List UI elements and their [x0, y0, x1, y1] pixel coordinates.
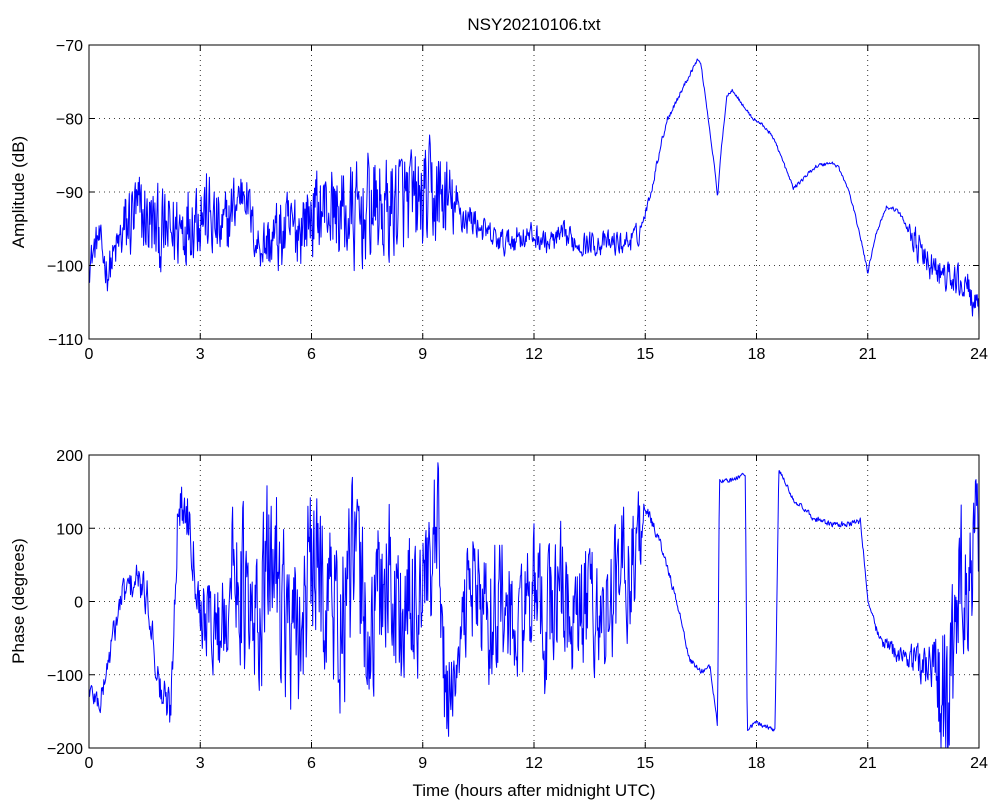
- phase-y-tick-label: −100: [47, 668, 83, 685]
- amplitude-x-tick-label: 12: [525, 346, 543, 363]
- amplitude-x-tick-label: 6: [307, 346, 316, 363]
- amplitude-x-tick-label: 18: [748, 346, 766, 363]
- phase-x-tick-label: 21: [859, 755, 877, 772]
- phase-y-tick-label: 200: [56, 448, 83, 465]
- phase-x-tick-label: 0: [85, 755, 94, 772]
- time-x-axis-label: Time (hours after midnight UTC): [412, 781, 655, 800]
- phase-x-tick-label: 3: [196, 755, 205, 772]
- phase-x-tick-label: 24: [970, 755, 988, 772]
- phase-y-tick-label: −200: [47, 741, 83, 758]
- amplitude-x-tick-label: 24: [970, 346, 988, 363]
- phase-y-tick-label: 0: [74, 595, 83, 612]
- amplitude-x-tick-label: 21: [859, 346, 877, 363]
- amplitude-y-tick-label: −80: [56, 112, 83, 129]
- phase-y-axis-label: Phase (degrees): [9, 538, 28, 664]
- phase-x-tick-label: 18: [748, 755, 766, 772]
- amplitude-x-tick-label: 0: [85, 346, 94, 363]
- amplitude-y-tick-label: −100: [47, 259, 83, 276]
- amplitude-x-tick-label: 15: [636, 346, 654, 363]
- amplitude-y-tick-label: −90: [56, 185, 83, 202]
- amplitude-x-tick-label: 3: [196, 346, 205, 363]
- phase-series-line: [88, 462, 980, 748]
- phase-panel: Phase (degrees) Time (hours after midnig…: [9, 448, 988, 800]
- amplitude-y-axis-label: Amplitude (dB): [9, 136, 28, 248]
- phase-x-tick-label: 15: [636, 755, 654, 772]
- phase-x-tick-label: 6: [307, 755, 316, 772]
- amplitude-panel: Amplitude (dB) 0 3 6 9 12 15 18 21 24 −110 −100 −90…: [9, 38, 988, 363]
- chart-title: NSY20210106.txt: [467, 15, 601, 34]
- phase-x-tick-label: 9: [418, 755, 427, 772]
- amplitude-x-tick-label: 9: [418, 346, 427, 363]
- phase-x-tick-label: 12: [525, 755, 543, 772]
- amplitude-series-line: [88, 58, 980, 321]
- phase-y-tick-label: 100: [56, 521, 83, 538]
- amplitude-y-tick-label: −110: [48, 332, 83, 349]
- amplitude-y-tick-label: −70: [56, 38, 83, 55]
